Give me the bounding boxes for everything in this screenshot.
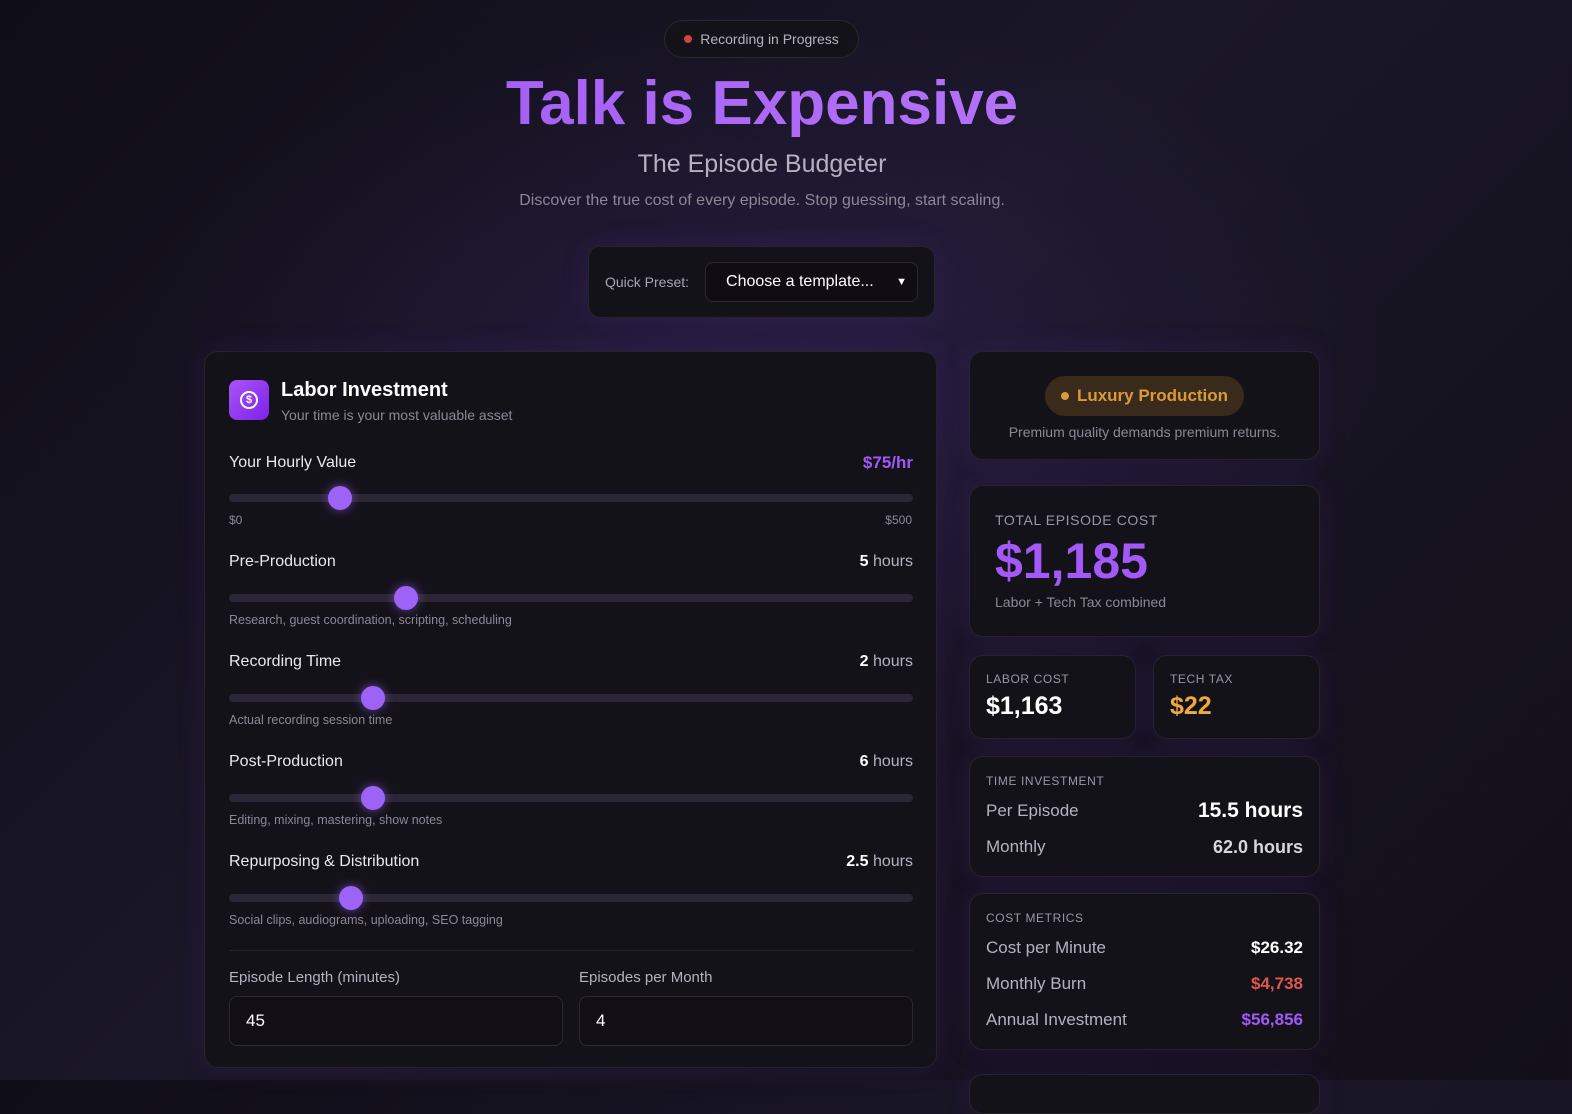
metric-row: Monthly Burn $4,738: [986, 973, 1303, 995]
input-label: Episodes per Month: [579, 969, 713, 986]
phase-value: 2: [859, 653, 869, 670]
time-card: TIME INVESTMENT Per Episode 15.5 hours Mont…: [969, 756, 1320, 877]
total-card: TOTAL EPISODE COST $1,185 Labor + Tech T…: [969, 485, 1320, 637]
chevron: ▼: [896, 276, 907, 288]
metric-row: Annual Investment $56,856: [986, 1009, 1303, 1031]
slider-min: $0: [229, 513, 243, 527]
row-value: $26.32: [1251, 938, 1303, 957]
breakdown-value: $1,163: [986, 692, 1063, 720]
phase-label: Repurposing & Distribution: [229, 853, 420, 870]
tier-description: Premium quality demands premium returns.: [1008, 424, 1281, 440]
status-dot: [684, 35, 693, 43]
breakdown-card: TECH TAX $22: [1153, 655, 1320, 739]
phase-row: Pre-Production 5 hours: [229, 553, 913, 571]
labor-title: Labor Investment: [281, 379, 448, 401]
breakdown-card: LABOR COST $1,163: [969, 655, 1136, 739]
dollar-icon: $: [240, 391, 258, 409]
time-row: Monthly 62.0 hours: [986, 836, 1303, 858]
badge-dot: [1060, 392, 1069, 400]
next-card: [969, 1074, 1320, 1114]
badge-text: Luxury Production: [1076, 386, 1229, 405]
slider-track[interactable]: [229, 886, 913, 910]
phase-unit: hours: [872, 753, 913, 770]
slider-thumb[interactable]: [339, 886, 363, 910]
total-value: $1,185: [995, 533, 1148, 589]
slider-track[interactable]: [229, 686, 913, 710]
row-label: Cost per Minute: [986, 938, 1106, 957]
preset-select[interactable]: Choose a template... ▼: [705, 262, 918, 302]
phase-hint: Social clips, audiograms, uploading, SEO…: [229, 913, 503, 927]
tagline: Discover the true cost of every episode.…: [519, 192, 1005, 209]
preset-bar: Quick Preset: Choose a template... ▼: [588, 246, 935, 318]
row-value: 62.0 hours: [1212, 836, 1303, 857]
hourly-label: Your Hourly Value: [229, 454, 357, 471]
row-value: $4,738: [1251, 974, 1303, 993]
total-label: TOTAL EPISODE COST: [995, 512, 1159, 528]
phase-row: Post-Production 6 hours: [229, 753, 913, 771]
row-label: Monthly Burn: [986, 974, 1087, 993]
phase-value: 2.5: [846, 853, 869, 870]
total-note: Labor + Tech Tax combined: [995, 594, 1167, 610]
input-value: 4: [596, 1011, 606, 1030]
status-pill: Recording in Progress: [664, 20, 859, 58]
number-input[interactable]: 4: [579, 996, 913, 1046]
slider-thumb[interactable]: [361, 686, 385, 710]
phase-row: Repurposing & Distribution 2.5 hours: [229, 853, 913, 871]
slider-thumb[interactable]: [394, 586, 418, 610]
phase-hint: Actual recording session time: [229, 713, 393, 727]
metrics-card: COST METRICS Cost per Minute $26.32 Monthly…: [969, 893, 1320, 1050]
phase-label: Pre-Production: [229, 553, 336, 570]
phase-unit: hours: [872, 653, 913, 670]
slider-track[interactable]: [229, 586, 913, 610]
status-text: Recording in Progress: [700, 31, 839, 47]
preset-placeholder: Choose a template...: [726, 273, 874, 290]
row-label: Annual Investment: [986, 1010, 1127, 1029]
hourly-row: Your Hourly Value $75/hr: [229, 453, 913, 473]
phase-row: Recording Time 2 hours: [229, 653, 913, 671]
labor-icon: $: [229, 380, 269, 420]
title: Talk is Expensive: [0, 68, 1524, 139]
labor-subtitle: Your time is your most valuable asset: [281, 407, 513, 423]
preset-label: Quick Preset:: [605, 274, 690, 290]
metric-row: Cost per Minute $26.32: [986, 937, 1303, 959]
slider-track[interactable]: [229, 786, 913, 810]
row-value: $56,856: [1241, 1010, 1303, 1029]
subtitle: The Episode Budgeter: [637, 150, 887, 178]
phase-label: Post-Production: [229, 753, 343, 770]
phase-value: 5: [859, 553, 869, 570]
slider-thumb[interactable]: [361, 786, 385, 810]
row-label: Per Episode: [986, 801, 1079, 820]
phase-hint: Research, guest coordination, scripting,…: [229, 613, 512, 627]
tier-badge: Luxury Production: [1044, 376, 1245, 416]
slider-max: $500: [885, 513, 912, 527]
input-value: 45: [246, 1011, 265, 1030]
time-title: TIME INVESTMENT: [986, 774, 1105, 788]
phase-unit: hours: [872, 553, 913, 570]
slider-thumb[interactable]: [328, 486, 352, 510]
breakdown-label: TECH TAX: [1170, 672, 1234, 686]
time-row: Per Episode 15.5 hours: [986, 799, 1303, 822]
row-value: 15.5 hours: [1197, 799, 1303, 822]
phase-unit: hours: [872, 853, 913, 870]
labor-card: $ Labor Investment Your time is your mos…: [204, 351, 937, 1068]
phase-hint: Editing, mixing, mastering, show notes: [229, 813, 443, 827]
divider: [229, 950, 913, 951]
number-input[interactable]: 45: [229, 996, 563, 1046]
phase-label: Recording Time: [229, 653, 342, 670]
breakdown-label: LABOR COST: [986, 672, 1070, 686]
row-label: Monthly: [986, 837, 1046, 856]
slider-track[interactable]: [229, 486, 913, 510]
input-label: Episode Length (minutes): [229, 969, 400, 986]
phase-value: 6: [859, 753, 869, 770]
hourly-value: $75/hr: [862, 453, 913, 472]
breakdown-value: $22: [1170, 692, 1212, 720]
tier-card: Luxury Production Premium quality demand…: [969, 351, 1320, 460]
metrics-title: COST METRICS: [986, 911, 1084, 925]
